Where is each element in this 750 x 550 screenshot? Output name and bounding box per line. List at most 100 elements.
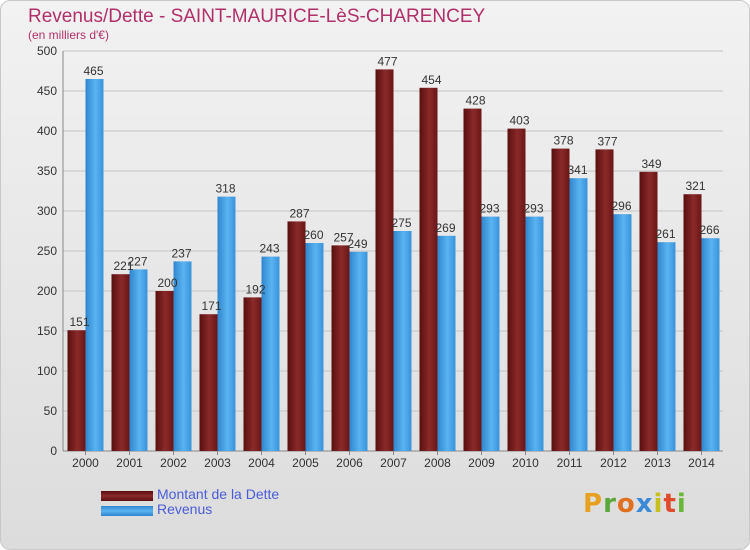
bar-dette [595, 149, 614, 451]
y-tick-label: 250 [37, 244, 57, 258]
bar-revenus [217, 196, 236, 451]
x-tick-label: 2010 [512, 456, 539, 470]
legend-swatch-dette [101, 491, 153, 501]
bar-dette [551, 148, 570, 451]
logo-letter: o [616, 489, 636, 519]
x-tick-label: 2013 [644, 456, 671, 470]
data-label-dette: 428 [466, 94, 486, 108]
bar-revenus [701, 238, 720, 451]
bars [67, 69, 720, 452]
bar-revenus [129, 269, 148, 451]
bar-dette [111, 274, 130, 451]
data-label-dette: 454 [422, 73, 442, 87]
data-label-dette: 321 [686, 179, 706, 193]
data-label-revenus: 296 [611, 199, 631, 213]
data-label-revenus: 249 [347, 237, 367, 251]
logo-letter: i [676, 489, 687, 519]
bar-revenus [613, 214, 632, 451]
x-tick-label: 2009 [468, 456, 495, 470]
y-tick-label: 500 [37, 44, 57, 58]
data-label-dette: 349 [642, 157, 662, 171]
bar-dette [639, 171, 658, 452]
data-label-revenus: 260 [303, 228, 323, 242]
y-tick-label: 50 [44, 404, 58, 418]
data-label-dette: 257 [334, 230, 354, 244]
bar-dette [199, 314, 218, 451]
x-tick-label: 2004 [248, 456, 275, 470]
data-label-revenus: 275 [391, 216, 411, 230]
bar-dette [243, 297, 262, 451]
logo-letter: i [653, 489, 664, 519]
data-label-revenus: 341 [567, 163, 587, 177]
logo-letter: x [635, 489, 654, 519]
chart-subtitle: (en milliers d'€) [28, 28, 109, 42]
bar-revenus [437, 235, 456, 451]
y-tick-label: 200 [37, 284, 57, 298]
data-label-dette: 151 [70, 315, 90, 329]
y-tick-label: 300 [37, 204, 57, 218]
data-label-revenus: 269 [435, 221, 455, 235]
x-tick-label: 2005 [292, 456, 319, 470]
bar-dette [419, 87, 438, 452]
bar-revenus [261, 256, 280, 451]
data-label-dette: 287 [290, 206, 310, 220]
bar-revenus [349, 251, 368, 451]
bar-dette [683, 194, 702, 451]
logo-letter: P [583, 489, 604, 519]
y-tick-label: 400 [37, 124, 57, 138]
axes: 0 50 100 150 200 250 300 350 400 450 500 2000 2001 20… [37, 44, 723, 470]
bar-revenus [85, 79, 104, 451]
bar-dette [507, 128, 526, 451]
bar-revenus [393, 231, 412, 451]
x-tick-label: 2008 [424, 456, 451, 470]
x-tick-label: 2006 [336, 456, 363, 470]
x-tick-label: 2007 [380, 456, 407, 470]
bar-revenus [305, 243, 324, 451]
x-tick-label: 2002 [160, 456, 187, 470]
bar-dette [287, 221, 306, 451]
bar-revenus [657, 242, 676, 451]
data-label-revenus: 261 [655, 227, 675, 241]
data-label-revenus: 227 [127, 254, 147, 268]
chart-title: Revenus/Dette - SAINT-MAURICE-LèS-CHAREN… [28, 6, 486, 27]
data-label-dette: 221 [114, 259, 134, 273]
data-label-dette: 477 [378, 54, 398, 68]
y-tick-label: 350 [37, 164, 57, 178]
legend-label-revenus: Revenus [157, 501, 213, 517]
bar-dette [331, 245, 350, 451]
legend-swatch-revenus [101, 506, 153, 516]
logo-letter: t [663, 489, 677, 519]
data-label-revenus: 243 [259, 242, 279, 256]
bar-dette [375, 69, 394, 452]
proxiti-logo: Proxiti [583, 489, 687, 519]
x-tick-label: 2012 [600, 456, 627, 470]
data-label-dette: 200 [158, 276, 178, 290]
logo-letter: r [603, 489, 617, 519]
data-label-revenus: 237 [171, 246, 191, 260]
data-label-dette: 378 [554, 134, 574, 148]
data-label-revenus: 465 [83, 64, 103, 78]
data-label-revenus: 293 [523, 202, 543, 216]
data-label-dette: 377 [598, 134, 618, 148]
data-label-dette: 171 [202, 299, 222, 313]
x-tick-label: 2011 [557, 456, 583, 470]
x-tick-label: 2003 [204, 456, 231, 470]
bar-dette [155, 291, 174, 451]
x-tick-label: 2001 [116, 456, 143, 470]
bar-revenus [569, 178, 588, 451]
data-label-revenus: 266 [699, 223, 719, 237]
x-tick-label: 2000 [72, 456, 99, 470]
bar-dette [463, 108, 482, 451]
data-label-revenus: 318 [215, 182, 235, 196]
y-tick-label: 100 [37, 364, 57, 378]
data-label-revenus: 293 [479, 202, 499, 216]
bar-revenus [173, 261, 192, 451]
x-tick-label: 2014 [688, 456, 715, 470]
data-label-dette: 403 [510, 114, 530, 128]
data-label-dette: 192 [246, 282, 266, 296]
y-tick-label: 450 [37, 84, 57, 98]
y-tick-label: 0 [50, 444, 57, 458]
